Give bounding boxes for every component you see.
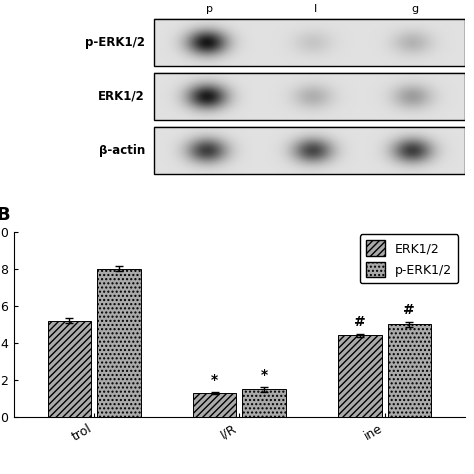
Text: g: g: [411, 4, 419, 14]
Legend: ERK1/2, p-ERK1/2: ERK1/2, p-ERK1/2: [360, 234, 458, 283]
Bar: [388, 324, 431, 417]
Text: *: *: [211, 373, 218, 387]
Bar: [47, 320, 91, 417]
Text: p: p: [206, 4, 213, 14]
Text: p-ERK1/2: p-ERK1/2: [85, 36, 145, 49]
Text: I: I: [314, 4, 317, 14]
Text: #: #: [354, 315, 366, 329]
Text: *: *: [261, 368, 268, 383]
Text: B: B: [0, 206, 9, 224]
Text: β-actin: β-actin: [99, 144, 145, 157]
Bar: [97, 269, 141, 417]
Text: #: #: [403, 303, 415, 318]
Bar: [193, 393, 237, 417]
Bar: [242, 389, 286, 417]
Text: ERK1/2: ERK1/2: [98, 90, 145, 103]
Bar: [338, 336, 382, 417]
